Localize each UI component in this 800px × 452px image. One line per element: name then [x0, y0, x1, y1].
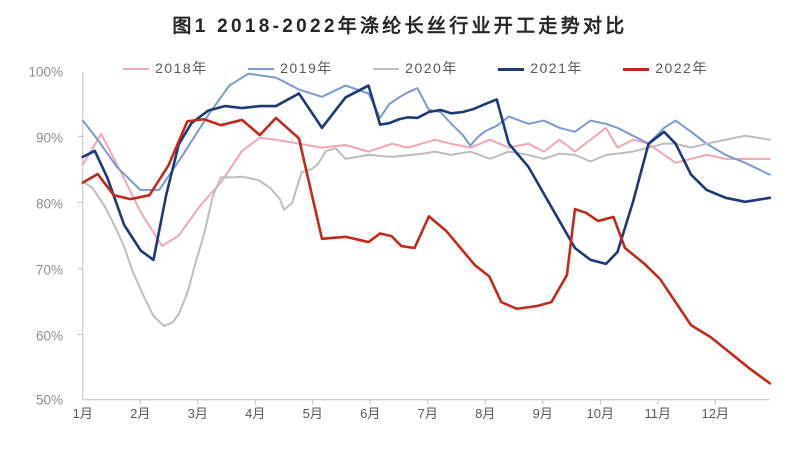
svg-text:6月: 6月	[360, 406, 380, 421]
svg-text:2月: 2月	[130, 406, 150, 421]
svg-text:8月: 8月	[475, 406, 495, 421]
svg-text:70%: 70%	[36, 263, 63, 278]
svg-text:80%: 80%	[36, 197, 63, 212]
svg-text:1月: 1月	[73, 406, 93, 421]
svg-text:5月: 5月	[303, 406, 323, 421]
svg-text:100%: 100%	[28, 65, 63, 80]
svg-text:90%: 90%	[36, 131, 63, 146]
svg-text:60%: 60%	[36, 329, 63, 344]
svg-text:12月: 12月	[702, 406, 729, 421]
svg-text:4月: 4月	[245, 406, 265, 421]
svg-text:3月: 3月	[188, 406, 208, 421]
svg-text:11月: 11月	[645, 406, 672, 421]
svg-text:50%: 50%	[36, 393, 63, 408]
svg-text:10月: 10月	[587, 406, 614, 421]
svg-text:9月: 9月	[533, 406, 553, 421]
svg-text:7月: 7月	[418, 406, 438, 421]
